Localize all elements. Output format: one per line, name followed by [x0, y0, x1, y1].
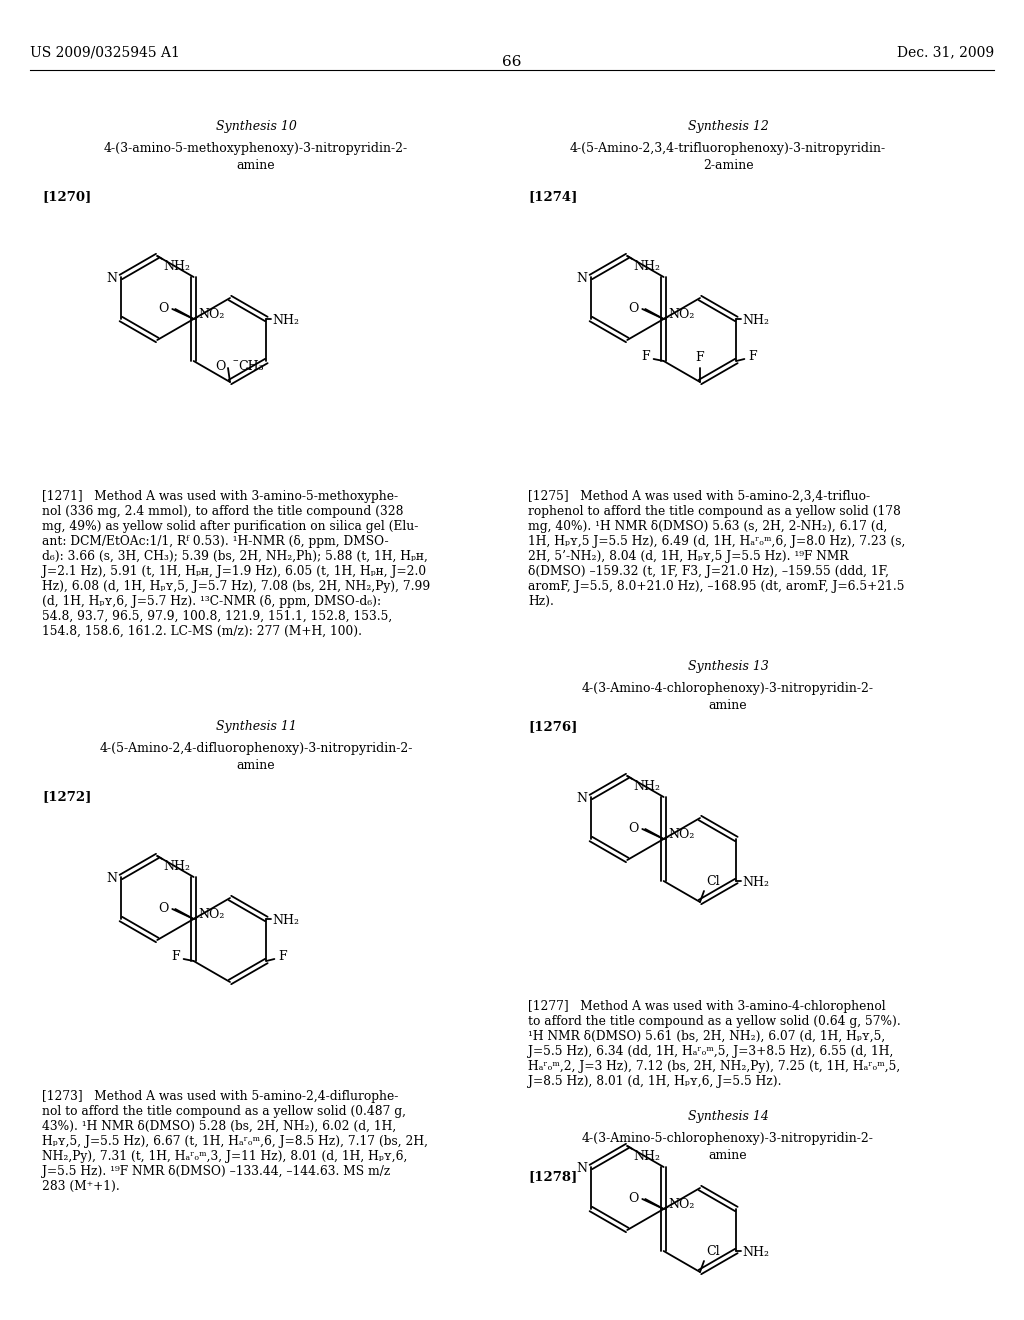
Text: amine: amine	[709, 700, 748, 711]
Text: 4-(3-Amino-4-chlorophenoxy)-3-nitropyridin-2-: 4-(3-Amino-4-chlorophenoxy)-3-nitropyrid…	[582, 682, 874, 696]
Text: F: F	[641, 351, 649, 363]
Text: 4-(3-Amino-5-chlorophenoxy)-3-nitropyridin-2-: 4-(3-Amino-5-chlorophenoxy)-3-nitropyrid…	[582, 1133, 873, 1144]
Text: Synthesis 13: Synthesis 13	[687, 660, 768, 673]
Text: –: –	[233, 355, 239, 366]
Text: N: N	[575, 272, 587, 285]
Text: Dec. 31, 2009: Dec. 31, 2009	[897, 45, 994, 59]
Text: NH₂: NH₂	[742, 314, 769, 327]
Text: [1276]: [1276]	[528, 719, 578, 733]
Text: N: N	[575, 792, 587, 805]
Text: NH₂: NH₂	[742, 1246, 769, 1259]
Text: CH₃: CH₃	[238, 359, 263, 372]
Text: F: F	[171, 950, 179, 964]
Text: 4-(3-amino-5-methoxyphenoxy)-3-nitropyridin-2-: 4-(3-amino-5-methoxyphenoxy)-3-nitropyri…	[104, 143, 408, 154]
Text: F: F	[749, 351, 757, 363]
Text: NH₂: NH₂	[163, 861, 190, 873]
Text: Synthesis 11: Synthesis 11	[216, 719, 296, 733]
Text: Synthesis 12: Synthesis 12	[687, 120, 768, 133]
Text: [1270]: [1270]	[42, 190, 91, 203]
Text: NO₂: NO₂	[669, 829, 695, 842]
Text: 2-amine: 2-amine	[702, 158, 754, 172]
Text: 66: 66	[502, 55, 522, 69]
Text: O: O	[628, 1192, 638, 1205]
Text: NH₂: NH₂	[272, 915, 299, 928]
Text: NH₂: NH₂	[742, 876, 769, 890]
Text: Synthesis 14: Synthesis 14	[687, 1110, 768, 1123]
Text: Synthesis 10: Synthesis 10	[216, 120, 296, 133]
Text: [1277]   Method A was used with 3-amino-4-chlorophenol
to afford the title compo: [1277] Method A was used with 3-amino-4-…	[528, 1001, 901, 1088]
Text: Cl: Cl	[706, 875, 720, 888]
Text: O: O	[628, 822, 638, 836]
Text: [1273]   Method A was used with 5-amino-2,4-diflurophe-
nol to afford the title : [1273] Method A was used with 5-amino-2,…	[42, 1090, 428, 1193]
Text: NO₂: NO₂	[669, 309, 695, 322]
Text: NH₂: NH₂	[633, 780, 660, 793]
Text: O: O	[158, 903, 168, 916]
Text: [1272]: [1272]	[42, 789, 91, 803]
Text: US 2009/0325945 A1: US 2009/0325945 A1	[30, 45, 180, 59]
Text: NO₂: NO₂	[199, 908, 225, 921]
Text: Cl: Cl	[706, 1245, 720, 1258]
Text: amine: amine	[237, 158, 275, 172]
Text: NH₂: NH₂	[272, 314, 299, 327]
Text: 4-(5-Amino-2,4-difluorophenoxy)-3-nitropyridin-2-: 4-(5-Amino-2,4-difluorophenoxy)-3-nitrop…	[99, 742, 413, 755]
Text: NH₂: NH₂	[633, 260, 660, 273]
Text: [1271]   Method A was used with 3-amino-5-methoxyphe-
nol (336 mg, 2.4 mmol), to: [1271] Method A was used with 3-amino-5-…	[42, 490, 430, 638]
Text: NO₂: NO₂	[199, 309, 225, 322]
Text: amine: amine	[237, 759, 275, 772]
Text: NH₂: NH₂	[163, 260, 190, 273]
Text: NO₂: NO₂	[669, 1199, 695, 1212]
Text: O: O	[158, 302, 168, 315]
Text: [1275]   Method A was used with 5-amino-2,3,4-trifluo-
rophenol to afford the ti: [1275] Method A was used with 5-amino-2,…	[528, 490, 905, 609]
Text: F: F	[279, 950, 287, 964]
Text: O: O	[628, 302, 638, 315]
Text: N: N	[105, 873, 117, 886]
Text: N: N	[575, 1163, 587, 1176]
Text: 4-(5-Amino-2,3,4-trifluorophenoxy)-3-nitropyridin-: 4-(5-Amino-2,3,4-trifluorophenoxy)-3-nit…	[570, 143, 886, 154]
Text: N: N	[105, 272, 117, 285]
Text: [1278]: [1278]	[528, 1170, 578, 1183]
Text: F: F	[695, 351, 705, 364]
Text: amine: amine	[709, 1148, 748, 1162]
Text: [1274]: [1274]	[528, 190, 578, 203]
Text: NH₂: NH₂	[633, 1150, 660, 1163]
Text: O: O	[216, 359, 226, 372]
